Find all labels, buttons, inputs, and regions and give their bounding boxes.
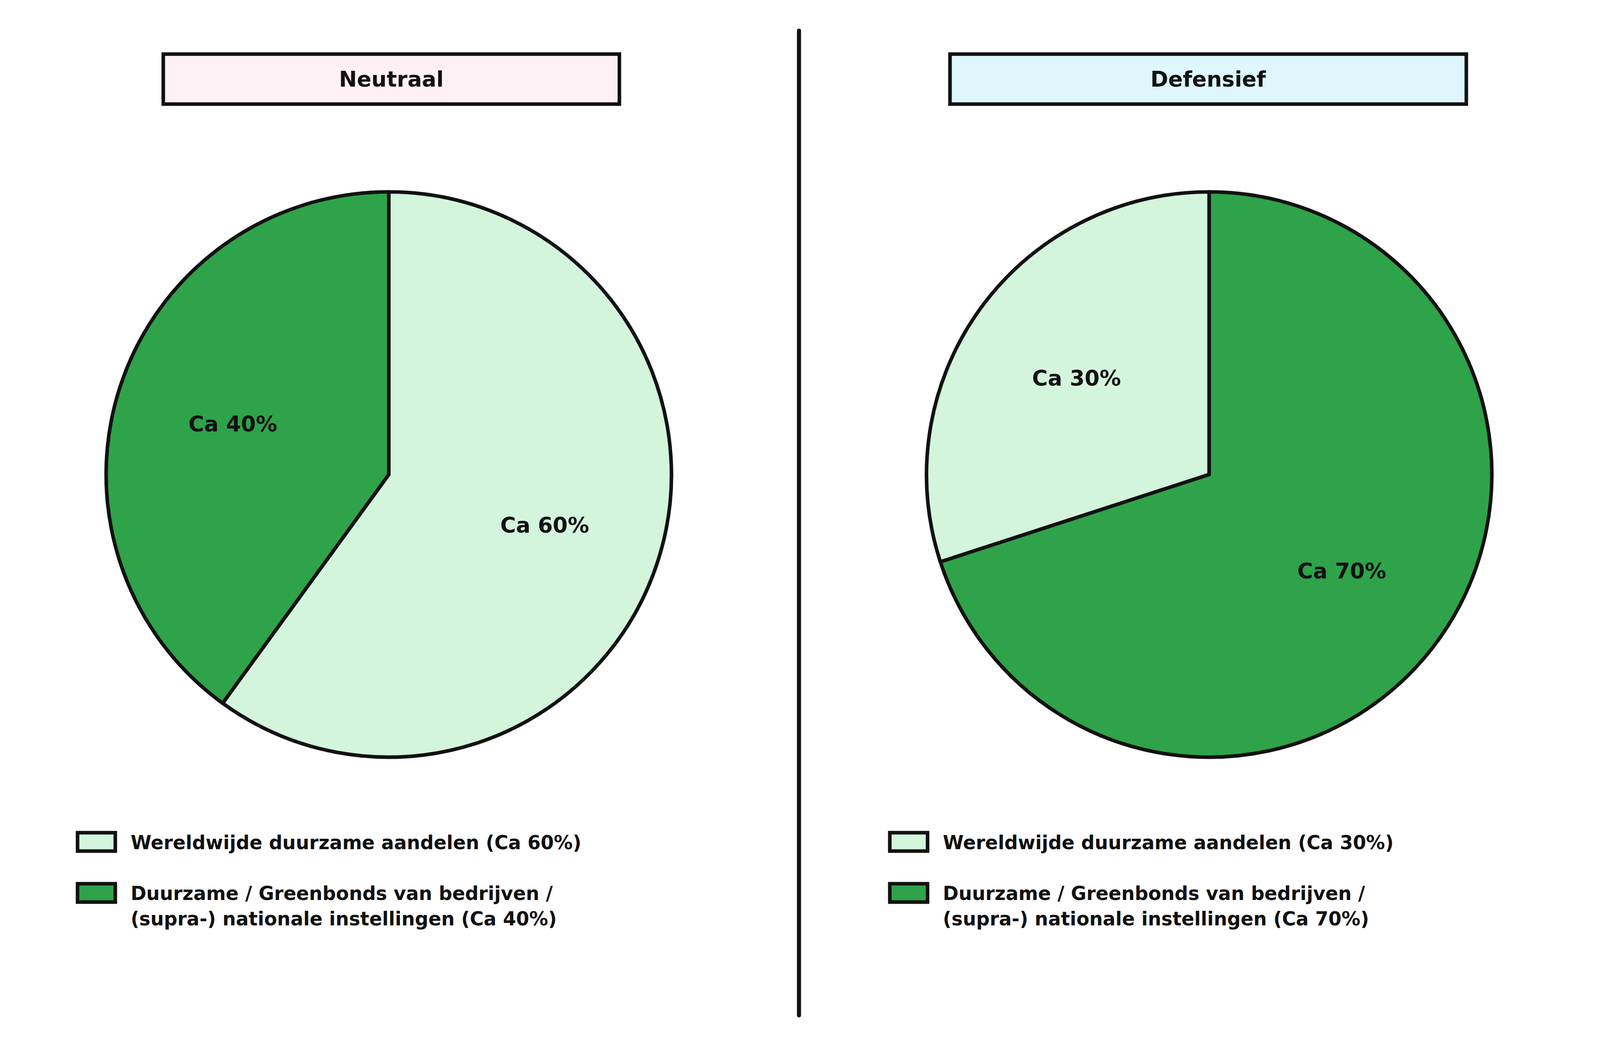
legend-swatch	[889, 883, 928, 903]
legend-swatch	[77, 832, 116, 851]
data-label: Ca 60%	[500, 512, 590, 538]
pie-slice	[940, 191, 1492, 758]
pie-chart: Defensief Ca 30% Ca 70% Wereldwijde duurzam…	[889, 54, 1493, 931]
pie-slice	[106, 191, 389, 704]
legend-label: Duurzame / Greenbonds van bedrijven /(su…	[942, 882, 1369, 930]
title-box	[949, 54, 1467, 105]
legend-label: Wereldwijde duurzame aandelen (Ca 30%)	[942, 831, 1394, 854]
legend-label: Wereldwijde duurzame aandelen (Ca 60%)	[130, 831, 582, 854]
pie-chart: Neutraal Ca 60% Ca 40% Wereldwijde duurzame…	[77, 54, 672, 931]
pie: Ca 30% Ca 70%	[926, 191, 1492, 758]
legend: Wereldwijde duurzame aandelen (Ca 30%) Du…	[889, 831, 1394, 931]
legend-swatch	[77, 883, 116, 903]
legend: Wereldwijde duurzame aandelen (Ca 60%) Du…	[77, 831, 582, 931]
data-label: Ca 30%	[1031, 365, 1122, 391]
legend-label: Duurzame / Greenbonds van bedrijven /(su…	[130, 882, 557, 930]
legend-swatch	[889, 832, 928, 851]
divider	[797, 30, 802, 1016]
data-label: Ca 40%	[188, 411, 278, 437]
chart-canvas: Neutraal Ca 60% Ca 40% Wereldwijde duurzame…	[0, 0, 1600, 1047]
pie: Ca 60% Ca 40%	[106, 191, 672, 758]
data-label: Ca 70%	[1297, 558, 1387, 584]
title: Defensief	[1150, 66, 1267, 92]
title-box	[163, 54, 620, 105]
title: Neutraal	[338, 66, 444, 92]
